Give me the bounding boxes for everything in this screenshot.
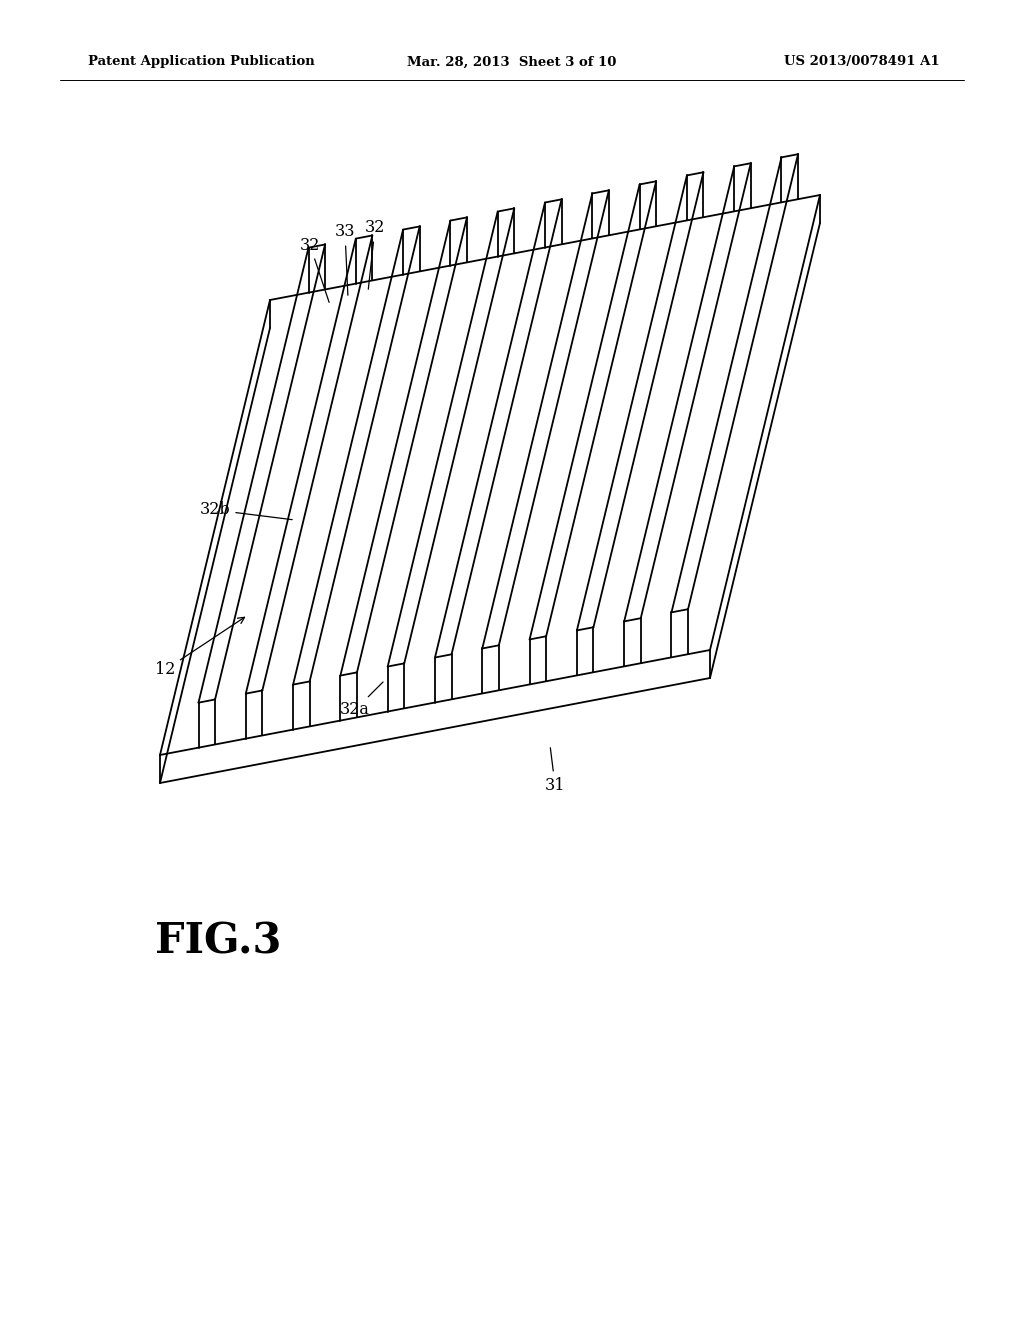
Text: Mar. 28, 2013  Sheet 3 of 10: Mar. 28, 2013 Sheet 3 of 10 — [408, 55, 616, 69]
Text: 32a: 32a — [340, 682, 383, 718]
Text: 12: 12 — [155, 618, 245, 678]
Text: FIG.3: FIG.3 — [155, 920, 282, 962]
Text: Patent Application Publication: Patent Application Publication — [88, 55, 314, 69]
Text: 32b: 32b — [200, 502, 292, 520]
Text: 32: 32 — [365, 219, 385, 289]
Text: 33: 33 — [335, 223, 355, 296]
Text: US 2013/0078491 A1: US 2013/0078491 A1 — [784, 55, 940, 69]
Text: 32: 32 — [300, 236, 329, 302]
Text: 31: 31 — [545, 747, 565, 793]
